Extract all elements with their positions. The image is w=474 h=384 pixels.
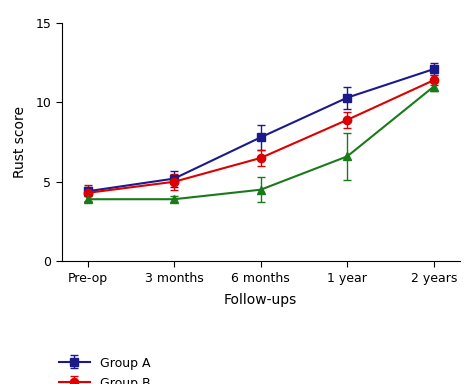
Y-axis label: Rust score: Rust score xyxy=(13,106,27,178)
X-axis label: Follow-ups: Follow-ups xyxy=(224,293,297,307)
Legend: Group A, Group B, Group C: Group A, Group B, Group C xyxy=(54,352,155,384)
